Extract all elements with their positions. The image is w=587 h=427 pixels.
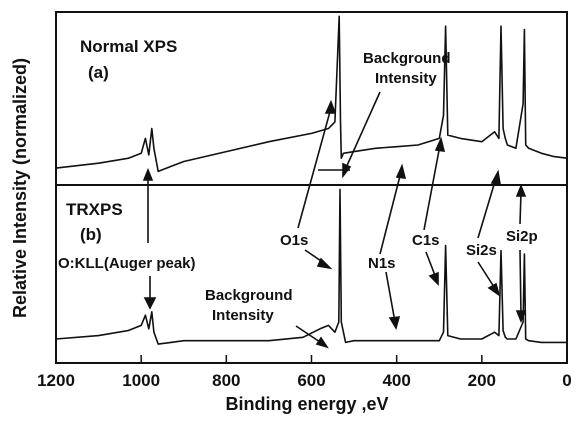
arrowhead-si2p-down [515,310,527,324]
arrowhead-si2p-up [515,183,527,197]
annotation-si2p: Si2p [506,228,538,245]
arrow-o1s-up [297,107,332,229]
arrowhead-o1s-down [316,257,333,270]
annotation-c1s: C1s [412,232,440,249]
annotation-background-intensity-b-line1: Background [205,287,293,304]
annotation-auger: O:KLL(Auger peak) [58,255,196,272]
annotation-background-intensity-a-line1: Background [363,50,451,67]
spectrum-line-panel-a [55,15,568,173]
arrowhead-n1s-down [388,316,401,331]
arrow-n1s-down [385,271,396,323]
arrow-si2p-up [519,191,522,225]
panel-a-title: Normal XPS [80,37,177,56]
y-axis-label: Relative Intensity (normalized) [10,58,30,318]
arrow-n1s-up [379,171,402,255]
panel-a-letter: (a) [88,63,109,82]
arrowhead-c1s-down [428,271,439,286]
plot-frame [55,11,568,364]
annotation-si2s: Si2s [466,242,497,259]
x-tick-label: 0 [562,371,571,390]
panel-b-title: TRXPS [66,200,123,219]
arrow-bg-a [344,91,381,171]
arrow-c1s-up [423,144,441,231]
arrowhead-n1s-up [395,163,407,179]
x-tick-label: 600 [297,371,325,390]
panel-b-letter: (b) [80,225,102,244]
spectrum-line-panel-b [55,188,567,345]
annotation-n1s: N1s [368,255,396,272]
arrowhead-si2s-down [487,282,501,297]
arrowhead-c1s-up [434,136,446,152]
annotation-o1s: O1s [280,232,308,249]
x-ticks: 1200 1000 800 600 400 200 0 [37,355,572,390]
x-axis-label: Binding energy ,eV [225,394,388,414]
annotation-background-intensity-b-line2: Intensity [212,307,274,324]
arrowhead-o1s-up [324,99,337,114]
spectra-group [55,15,568,345]
x-tick-label: 400 [382,371,410,390]
x-tick-label: 1000 [122,371,160,390]
x-tick-label: 1200 [37,371,75,390]
arrowhead-si2s-up [490,169,501,185]
annotation-arrows [142,91,527,349]
arrowhead-auger-up [142,167,154,181]
x-tick-label: 800 [212,371,240,390]
annotation-background-intensity-a-line2: Intensity [375,70,437,87]
arrowhead-bg-b [315,336,329,349]
arrow-si2p-down [519,249,522,316]
arrowhead-auger-down [143,297,157,310]
arrow-si2s-up [477,177,497,239]
x-tick-label: 200 [468,371,496,390]
